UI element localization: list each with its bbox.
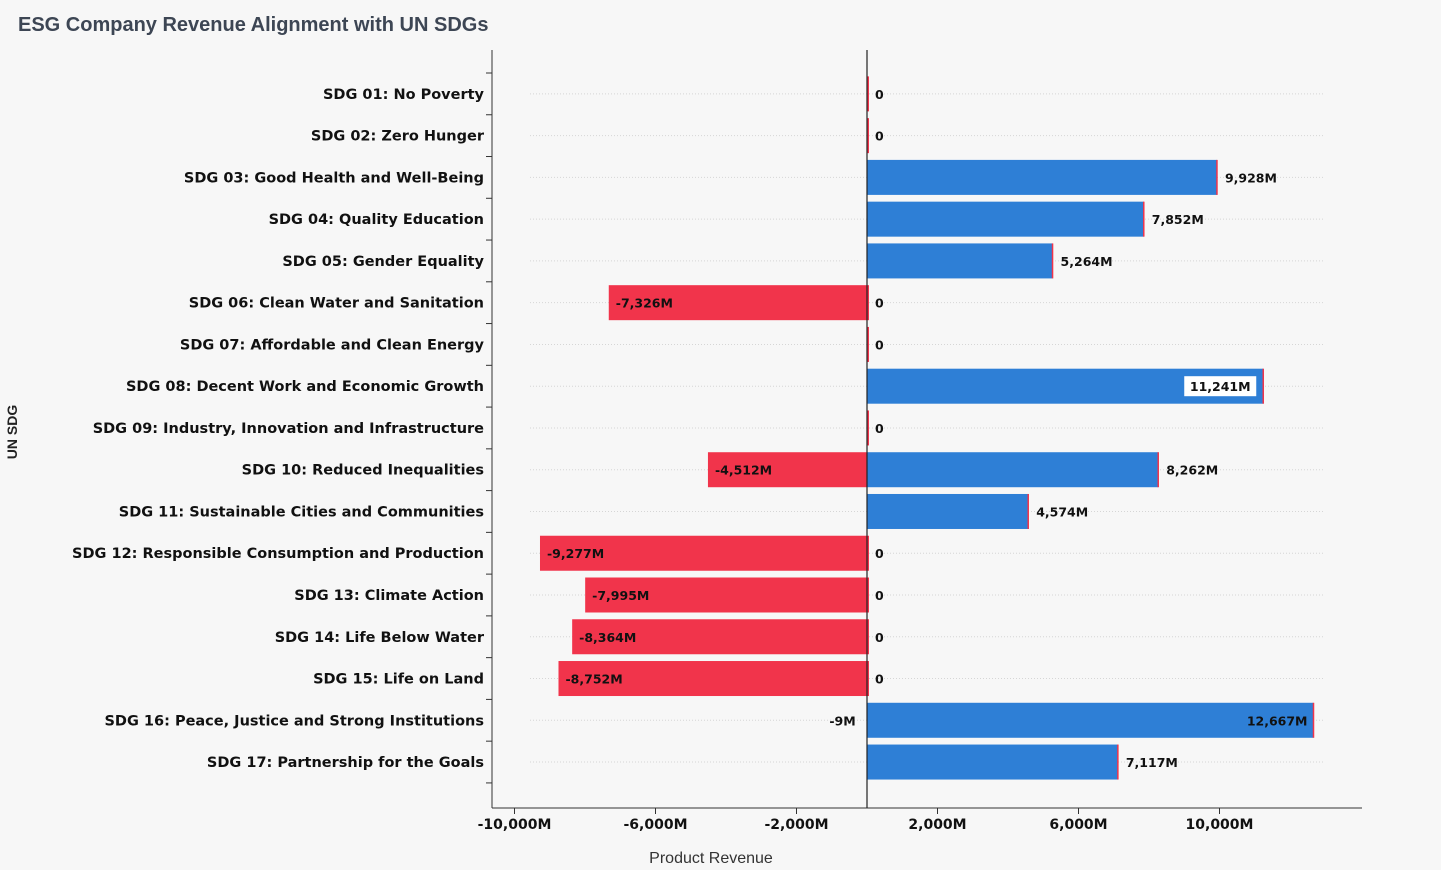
zero-bar: [867, 326, 869, 362]
negative-bar: [608, 285, 867, 321]
negative-bar: [558, 661, 867, 697]
positive-bar: [867, 452, 1159, 488]
zero-bar: [867, 577, 869, 613]
data-label: -4,512M: [715, 463, 772, 478]
x-tick-label: -6,000M: [623, 817, 687, 833]
positive-bar: [867, 702, 1314, 738]
positive-bar: [867, 243, 1053, 279]
zero-bar: [867, 661, 869, 697]
data-label: 0: [875, 588, 884, 603]
data-label: -9,277M: [547, 546, 604, 561]
zero-bar: [867, 118, 869, 154]
category-label: SDG 16: Peace, Justice and Strong Instit…: [104, 713, 484, 729]
data-label: -8,364M: [579, 630, 636, 645]
category-label: SDG 07: Affordable and Clean Energy: [180, 337, 485, 353]
data-label: 7,117M: [1126, 755, 1178, 770]
positive-bar: [867, 201, 1144, 237]
data-label: 0: [875, 421, 884, 436]
data-label: 11,241M: [1190, 379, 1251, 394]
positive-bar: [867, 159, 1217, 195]
data-label: 0: [875, 296, 884, 311]
category-label: SDG 09: Industry, Innovation and Infrast…: [93, 421, 484, 437]
data-label: 0: [875, 672, 884, 687]
zero-bar: [867, 410, 869, 446]
zero-bar: [867, 285, 869, 321]
data-label: 0: [875, 129, 884, 144]
negative-bar: [572, 619, 867, 655]
category-label: SDG 05: Gender Equality: [282, 254, 484, 270]
zero-bar: [867, 535, 869, 571]
category-label: SDG 03: Good Health and Well-Being: [184, 170, 484, 186]
category-label: SDG 10: Reduced Inequalities: [242, 463, 484, 479]
data-label: -7,995M: [592, 588, 649, 603]
data-label: 9,928M: [1225, 170, 1277, 185]
data-label: 5,264M: [1061, 254, 1113, 269]
data-label: 0: [875, 546, 884, 561]
data-label: 0: [875, 337, 884, 352]
category-label: SDG 04: Quality Education: [269, 212, 484, 228]
data-label: 4,574M: [1036, 504, 1088, 519]
category-label: SDG 14: Life Below Water: [275, 630, 485, 646]
positive-bar: [867, 493, 1029, 529]
x-axis-label: Product Revenue: [649, 850, 773, 867]
x-tick-label: 10,000M: [1186, 817, 1254, 833]
negative-bar: [707, 452, 867, 488]
zero-bar: [867, 619, 869, 655]
data-label: 12,667M: [1247, 713, 1308, 728]
category-label: SDG 01: No Poverty: [323, 87, 485, 103]
category-label: SDG 06: Clean Water and Sanitation: [189, 296, 484, 312]
data-label: -9M: [829, 713, 855, 728]
x-tick-label: -10,000M: [478, 817, 552, 833]
category-label: SDG 02: Zero Hunger: [311, 129, 485, 145]
category-label: SDG 15: Life on Land: [313, 672, 484, 688]
category-label: SDG 13: Climate Action: [294, 588, 484, 604]
positive-bar: [867, 744, 1118, 780]
category-label: SDG 17: Partnership for the Goals: [207, 755, 484, 771]
data-label: -8,752M: [565, 672, 622, 687]
chart-title: ESG Company Revenue Alignment with UN SD…: [18, 14, 489, 36]
category-label: SDG 08: Decent Work and Economic Growth: [126, 379, 484, 395]
x-tick-label: 2,000M: [908, 817, 966, 833]
data-label: 0: [875, 87, 884, 102]
negative-bar: [539, 535, 867, 571]
data-label-bg: [1184, 376, 1257, 397]
category-label: SDG 12: Responsible Consumption and Prod…: [72, 546, 484, 562]
data-label: -7,326M: [616, 296, 673, 311]
data-label: 7,852M: [1152, 212, 1204, 227]
negative-bar: [585, 577, 867, 613]
category-label: SDG 11: Sustainable Cities and Communiti…: [119, 504, 484, 520]
zero-bar: [867, 76, 869, 112]
x-tick-label: 6,000M: [1049, 817, 1107, 833]
data-label: 8,262M: [1166, 463, 1218, 478]
data-label: 0: [875, 630, 884, 645]
x-tick-label: -2,000M: [764, 817, 828, 833]
